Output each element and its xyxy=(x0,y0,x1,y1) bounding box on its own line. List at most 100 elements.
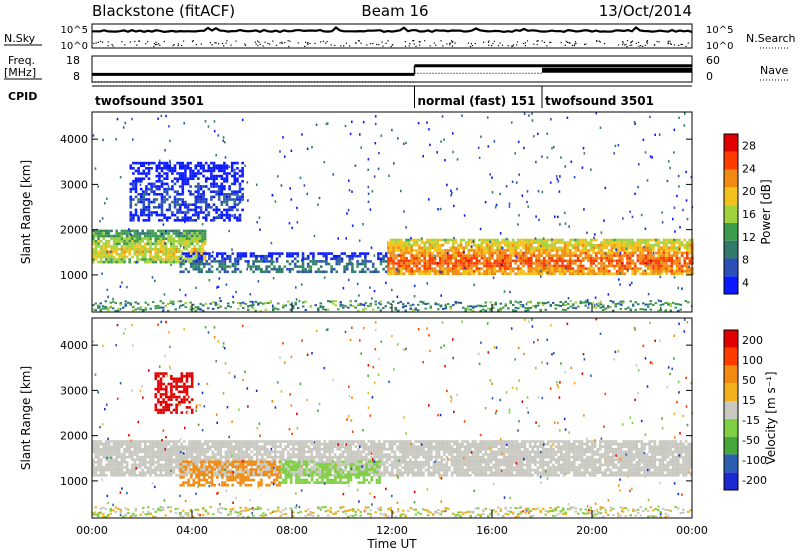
power-cell xyxy=(145,206,148,209)
power-near-range xyxy=(592,302,595,305)
power-cell xyxy=(230,167,234,170)
power-near-range xyxy=(109,305,112,308)
power-cell xyxy=(504,262,507,265)
power-cell xyxy=(190,234,194,238)
power-speckle xyxy=(484,201,487,204)
velocity-cell xyxy=(185,455,189,459)
power-speckle xyxy=(107,295,109,299)
power-near-range xyxy=(219,300,222,302)
velocity-cell xyxy=(115,474,118,477)
power-cell xyxy=(602,269,606,273)
power-cell xyxy=(524,254,528,257)
power-cell xyxy=(220,216,224,219)
power-near-range xyxy=(402,303,405,306)
power-speckle xyxy=(295,286,297,289)
power-cell xyxy=(215,252,219,255)
power-cell xyxy=(167,258,170,261)
velocity-cell xyxy=(107,463,111,467)
noise-search-point xyxy=(209,42,211,44)
power-cell xyxy=(543,267,546,270)
velocity-cell xyxy=(237,458,241,461)
power-cell xyxy=(129,190,133,193)
power-cell xyxy=(470,264,473,268)
power-near-range xyxy=(619,307,622,310)
power-cell xyxy=(592,256,595,260)
power-cell xyxy=(496,256,499,260)
power-cell xyxy=(177,260,181,264)
power-near-range xyxy=(244,302,247,305)
velocity-cell xyxy=(245,448,248,451)
power-speckle xyxy=(252,301,254,304)
power-cell xyxy=(225,180,229,183)
power-cell xyxy=(561,238,564,242)
power-cell xyxy=(142,190,146,193)
velocity-cell xyxy=(110,474,113,477)
power-cell xyxy=(230,198,234,201)
noise-search-point xyxy=(385,42,387,44)
power-cell xyxy=(493,267,497,270)
power-cell xyxy=(146,229,150,233)
noise-search-point xyxy=(297,42,299,44)
power-cell xyxy=(170,237,173,240)
power-cell xyxy=(488,269,491,273)
power-cell xyxy=(152,161,156,165)
power-cell xyxy=(200,262,203,266)
power-cell xyxy=(183,234,186,238)
power-speckle xyxy=(450,194,452,197)
power-cell xyxy=(657,264,660,268)
power-cell xyxy=(483,249,486,252)
power-cell xyxy=(496,241,499,244)
power-speckle xyxy=(163,293,166,296)
power-cell xyxy=(524,243,528,247)
power-speckle xyxy=(358,239,361,242)
noise-search-point xyxy=(334,44,336,47)
power-speckle xyxy=(296,206,298,210)
power-cell xyxy=(628,256,632,260)
power-cell xyxy=(478,251,481,255)
power-cell xyxy=(605,251,608,255)
power-cell xyxy=(678,241,681,244)
power-cell xyxy=(164,242,168,246)
power-speckle xyxy=(306,147,309,150)
power-cell xyxy=(178,185,182,188)
velocity-cell xyxy=(170,463,173,467)
velocity-cell xyxy=(240,453,243,456)
velocity-cell xyxy=(300,453,303,456)
power-speckle xyxy=(195,200,198,203)
power-cell xyxy=(433,243,437,247)
velocity-cell xyxy=(227,474,230,477)
power-cell xyxy=(387,267,390,270)
velocity-cell xyxy=(144,463,147,467)
power-cell xyxy=(610,241,614,244)
power-cell xyxy=(97,255,100,259)
velocity-cell xyxy=(133,442,137,446)
power-cell xyxy=(675,254,679,257)
velocity-cell xyxy=(274,455,277,459)
power-cell xyxy=(387,243,390,247)
power-cell xyxy=(299,270,302,274)
velocity-cell xyxy=(229,450,233,454)
power-cell xyxy=(325,257,328,261)
velocity-cell xyxy=(279,463,282,467)
velocity-cell xyxy=(305,455,308,459)
power-cell xyxy=(498,246,502,250)
power-cell xyxy=(150,182,153,186)
power-cell xyxy=(548,262,551,265)
power-near-range xyxy=(284,304,287,307)
power-cell xyxy=(194,206,198,209)
power-cell xyxy=(673,241,676,244)
power-cell xyxy=(138,237,142,240)
power-cell xyxy=(241,198,244,201)
power-cell xyxy=(170,240,173,243)
power-cell xyxy=(172,242,176,246)
power-speckle xyxy=(637,185,639,189)
power-cell xyxy=(491,254,494,257)
power-cell xyxy=(569,249,572,252)
power-cell xyxy=(164,253,168,256)
velocity-cell xyxy=(99,450,103,454)
power-cell xyxy=(522,272,525,276)
power-cell xyxy=(215,174,218,178)
noise-search-point xyxy=(654,44,656,46)
power-cell xyxy=(571,269,575,273)
power-speckle xyxy=(358,294,360,297)
